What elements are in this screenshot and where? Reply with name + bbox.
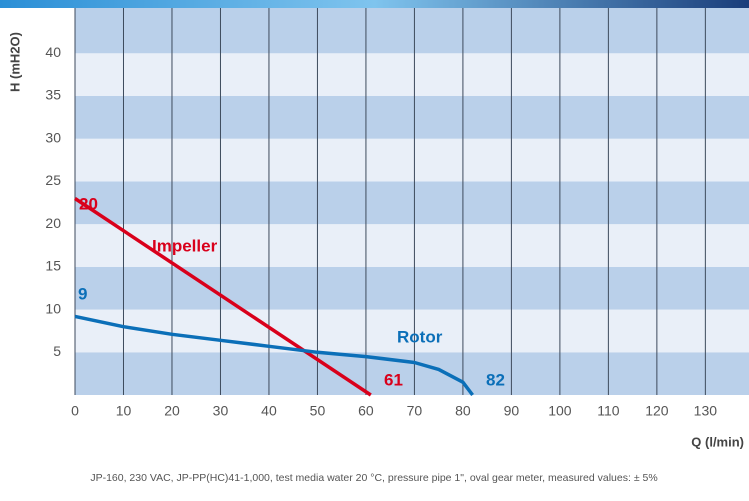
x-tick-label: 30 bbox=[213, 403, 229, 419]
y-tick-label: 25 bbox=[45, 172, 61, 188]
footnote: JP-160, 230 VAC, JP-PP(HC)41-1,000, test… bbox=[90, 472, 657, 484]
x-tick-label: 20 bbox=[164, 403, 180, 419]
x-tick-label: 80 bbox=[455, 403, 471, 419]
band bbox=[75, 352, 749, 395]
band bbox=[75, 224, 749, 267]
x-tick-label: 40 bbox=[261, 403, 277, 419]
band bbox=[75, 8, 749, 54]
x-tick-label: 70 bbox=[407, 403, 423, 419]
y-tick-label: 20 bbox=[45, 215, 61, 231]
x-tick-label: 100 bbox=[548, 403, 572, 419]
x-tick-label: 60 bbox=[358, 403, 374, 419]
annotation: 9 bbox=[78, 284, 87, 303]
band bbox=[75, 138, 749, 182]
band bbox=[75, 309, 749, 353]
annotation: 82 bbox=[486, 370, 505, 389]
series-label: Rotor bbox=[397, 327, 443, 346]
series-label: Impeller bbox=[152, 236, 218, 255]
x-tick-label: 130 bbox=[694, 403, 718, 419]
band bbox=[75, 53, 749, 96]
line bbox=[74, 197, 372, 397]
x-tick-label: 0 bbox=[71, 403, 79, 419]
y-tick-label: 40 bbox=[45, 44, 61, 60]
annotation: 61 bbox=[384, 370, 403, 389]
x-tick-label: 90 bbox=[504, 403, 520, 419]
y-axis-label: H (mH2O) bbox=[7, 32, 22, 92]
y-tick-label: 5 bbox=[53, 343, 61, 359]
x-tick-label: 10 bbox=[116, 403, 132, 419]
x-tick-label: 50 bbox=[310, 403, 326, 419]
band bbox=[75, 95, 749, 139]
banner bbox=[0, 0, 749, 8]
annotation: 20 bbox=[79, 194, 98, 213]
y-tick-label: 15 bbox=[45, 258, 61, 274]
x-tick-label: 120 bbox=[645, 403, 669, 419]
y-tick-label: 35 bbox=[45, 87, 61, 103]
band bbox=[75, 181, 749, 225]
y-tick-label: 10 bbox=[45, 300, 61, 316]
band bbox=[75, 266, 749, 310]
y-tick-label: 30 bbox=[45, 129, 61, 145]
line bbox=[74, 314, 474, 397]
x-axis-label: Q (l/min) bbox=[691, 434, 744, 449]
x-tick-label: 110 bbox=[597, 403, 620, 419]
